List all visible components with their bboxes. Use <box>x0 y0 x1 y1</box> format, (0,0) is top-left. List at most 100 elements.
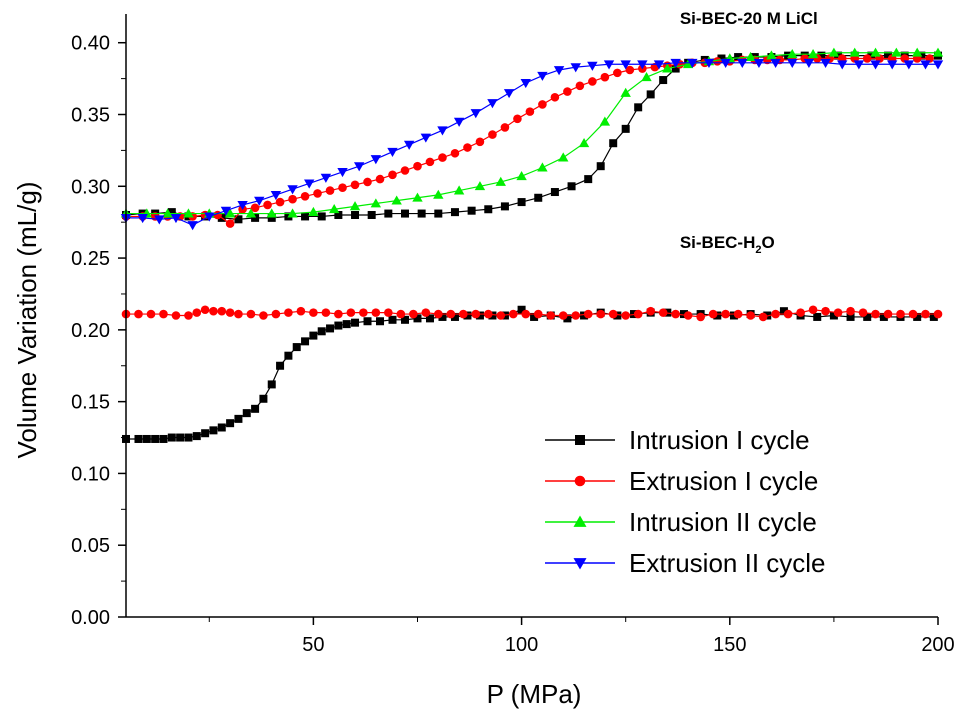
data-point <box>770 58 781 69</box>
data-point <box>267 380 276 389</box>
data-point <box>225 308 235 317</box>
data-point <box>787 49 798 59</box>
data-point <box>134 434 143 443</box>
data-point <box>571 311 581 320</box>
data-point <box>159 434 168 443</box>
data-point <box>370 198 382 208</box>
data-point <box>879 312 888 321</box>
data-point <box>575 81 585 91</box>
data-point <box>550 92 560 102</box>
data-point <box>683 311 693 320</box>
data-point <box>858 308 868 317</box>
data-point <box>516 171 527 181</box>
data-point <box>470 109 481 119</box>
x-axis: 50 100 150 200 <box>126 616 955 656</box>
data-point <box>553 66 565 76</box>
data-point <box>171 311 181 320</box>
data-point <box>587 61 598 71</box>
data-point <box>546 311 556 320</box>
data-point <box>703 58 715 69</box>
data-point <box>146 309 156 319</box>
data-point <box>376 317 385 326</box>
data-point <box>659 76 668 85</box>
data-point <box>932 60 944 70</box>
data-point <box>520 79 531 89</box>
data-point <box>200 305 210 315</box>
data-point <box>870 60 881 70</box>
data-point <box>646 306 655 316</box>
data-point <box>270 191 282 201</box>
data-point <box>434 309 443 319</box>
data-point <box>753 58 765 69</box>
data-point <box>251 213 260 222</box>
data-point <box>425 157 435 167</box>
data-point <box>321 308 331 317</box>
data-point <box>883 309 893 319</box>
data-point <box>450 312 459 321</box>
data-point <box>134 309 143 319</box>
data-point <box>471 309 481 319</box>
data-point <box>421 308 431 317</box>
data-point <box>334 321 343 330</box>
data-point <box>226 419 235 428</box>
legend-label: Intrusion II cycle <box>629 507 817 537</box>
legend-marker <box>573 558 587 570</box>
data-point <box>758 312 768 322</box>
data-point <box>338 183 347 193</box>
data-point <box>400 166 410 175</box>
data-point <box>884 51 893 60</box>
data-point <box>433 189 444 199</box>
data-point <box>713 57 722 66</box>
data-point <box>745 51 756 61</box>
data-point <box>871 309 880 319</box>
data-point <box>679 310 688 319</box>
data-point <box>488 130 497 139</box>
data-point <box>720 58 731 69</box>
data-point <box>771 309 780 319</box>
annotation-text: Si-BEC-20 M LiCl <box>680 9 818 28</box>
data-point <box>400 315 409 324</box>
data-point <box>183 208 194 218</box>
data-point <box>608 309 618 319</box>
data-point <box>234 215 243 224</box>
data-point <box>276 361 285 370</box>
data-point <box>600 72 610 82</box>
data-point <box>613 311 622 320</box>
data-point <box>641 71 652 82</box>
data-point <box>242 409 251 418</box>
data-point <box>463 143 472 152</box>
data-point <box>921 309 930 319</box>
data-point <box>671 309 680 319</box>
data-point <box>487 99 498 109</box>
data-point <box>583 309 593 319</box>
y-tick-label: 0.10 <box>71 463 110 485</box>
data-point <box>409 309 418 319</box>
data-point <box>292 343 301 352</box>
data-point <box>817 51 826 60</box>
data-point <box>570 63 581 73</box>
data-point <box>891 47 902 57</box>
data-point <box>599 116 611 126</box>
data-point <box>521 309 531 319</box>
data-point <box>783 309 793 319</box>
data-point <box>237 201 248 211</box>
data-point <box>192 432 201 441</box>
plot-area <box>120 47 944 443</box>
annotation-subscript: 2 <box>755 244 761 256</box>
data-point <box>329 204 340 214</box>
data-point <box>807 49 819 59</box>
data-point <box>637 60 648 70</box>
data-point <box>317 327 326 336</box>
data-point <box>475 137 485 147</box>
data-point <box>225 219 235 228</box>
data-point <box>558 152 569 162</box>
data-point <box>896 309 905 319</box>
data-point <box>537 71 548 81</box>
legend-label: Extrusion II cycle <box>629 548 826 578</box>
legend-item: Extrusion I cycle <box>545 466 818 496</box>
x-tick-label: 200 <box>921 634 954 656</box>
data-point <box>662 63 673 73</box>
series-2 <box>120 47 944 218</box>
